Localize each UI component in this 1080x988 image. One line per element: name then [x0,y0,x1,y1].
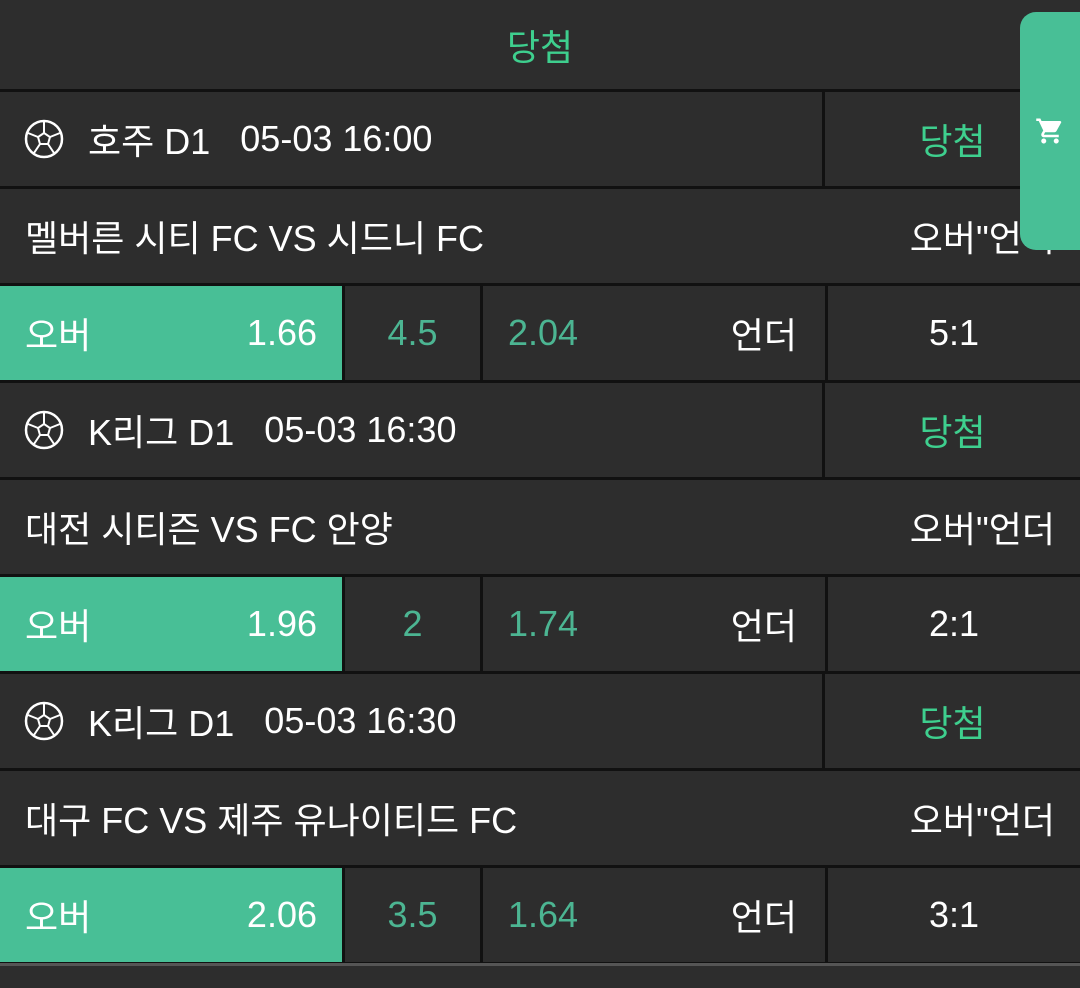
soccer-ball-icon [24,410,64,450]
divider [0,963,1080,966]
line-value: 4.5 [342,286,480,380]
under-odds: 1.64 [508,894,579,935]
cart-button[interactable] [1020,12,1080,250]
league-info: K리그 D1 05-03 16:30 [0,674,825,768]
odds-row: 오버 1.96 2 1.74 언더 2:1 [0,577,1080,674]
over-selection[interactable]: 오버 1.96 [0,577,342,671]
results-header: 당첨 [0,0,1080,92]
over-label: 오버 [25,315,92,356]
odds-row: 오버 2.06 3.5 1.64 언더 3:1 [0,868,1080,965]
match-title: 멜버른 시티 FC VS 시드니 FC [25,218,484,259]
match-row: 대전 시티즌 VS FC 안양 오버"언더 [0,480,1080,577]
match-row: 대구 FC VS 제주 유나이티드 FC 오버"언더 [0,771,1080,868]
match-row: 멜버른 시티 FC VS 시드니 FC 오버"언더 [0,189,1080,286]
match-title: 대전 시티즌 VS FC 안양 [25,509,393,550]
over-selection[interactable]: 오버 2.06 [0,868,342,962]
line-value: 2 [342,577,480,671]
match-time: 05-03 16:00 [240,118,433,159]
under-selection[interactable]: 1.64 언더 [480,868,825,962]
league-row: K리그 D1 05-03 16:30 당첨 [0,674,1080,771]
league-row: 호주 D1 05-03 16:00 당첨 [0,92,1080,189]
over-odds: 1.96 [246,603,317,644]
under-selection[interactable]: 2.04 언더 [480,286,825,380]
market-label: 오버"언더 [909,509,1055,550]
status-badge: 당첨 [919,412,986,453]
under-label: 언더 [730,897,797,938]
league-name: 호주 D1 [88,121,211,162]
league-info: K리그 D1 05-03 16:30 [0,383,825,477]
header-title: 당첨 [506,26,574,68]
over-selection[interactable]: 오버 1.66 [0,286,342,380]
soccer-ball-icon [24,701,64,741]
over-odds: 2.06 [246,894,317,935]
shopping-cart-icon [1036,118,1062,144]
status-badge: 당첨 [919,703,986,744]
bet-list: 호주 D1 05-03 16:00 당첨 멜버른 시티 FC VS 시드니 FC… [0,92,1080,965]
under-odds: 2.04 [508,312,579,353]
over-label: 오버 [25,606,92,647]
final-score: 5:1 [825,286,1080,380]
match-title: 대구 FC VS 제주 유나이티드 FC [25,800,518,841]
under-selection[interactable]: 1.74 언더 [480,577,825,671]
soccer-ball-icon [24,119,64,159]
league-info: 호주 D1 05-03 16:00 [0,92,825,186]
under-label: 언더 [730,606,797,647]
final-score: 3:1 [825,868,1080,962]
market-label: 오버"언더 [909,800,1055,841]
match-time: 05-03 16:30 [264,700,457,741]
league-name: K리그 D1 [88,412,235,453]
under-odds: 1.74 [508,603,579,644]
league-name: K리그 D1 [88,703,235,744]
line-value: 3.5 [342,868,480,962]
final-score: 2:1 [825,577,1080,671]
over-label: 오버 [25,897,92,938]
over-odds: 1.66 [246,312,317,353]
odds-row: 오버 1.66 4.5 2.04 언더 5:1 [0,286,1080,383]
status-badge: 당첨 [919,121,986,162]
under-label: 언더 [730,315,797,356]
match-time: 05-03 16:30 [264,409,457,450]
league-row: K리그 D1 05-03 16:30 당첨 [0,383,1080,480]
